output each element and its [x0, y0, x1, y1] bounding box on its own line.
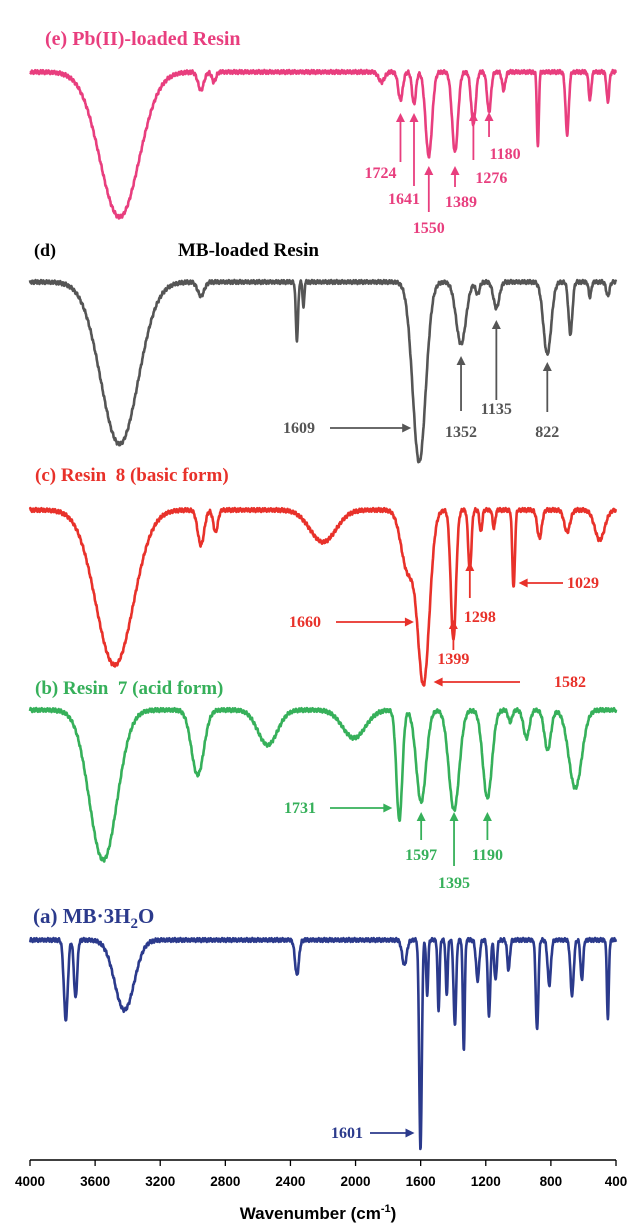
peak-label-b-1597: 1597 [405, 847, 437, 864]
peak-arrow-head-d-1352 [456, 356, 466, 365]
series-tag-d: (d) [34, 240, 56, 261]
series-label-a-dot: · [97, 904, 104, 928]
peak-label-e-1389: 1389 [445, 194, 477, 211]
peak-arrow-head-e-1641 [409, 113, 419, 122]
peak-arrow-head-d-822 [542, 362, 552, 371]
series-label-d: MB-loaded Resin [178, 240, 319, 261]
peak-arrow-head-b-1597 [416, 812, 426, 821]
peak-arrow-head-d-1135 [491, 320, 501, 329]
peak-arrow-head-c-1582 [433, 677, 443, 687]
x-tick-label: 2800 [210, 1174, 240, 1189]
peak-label-b-1395: 1395 [438, 875, 470, 892]
series-label-a: (a) MB·3H2O [33, 904, 154, 932]
series-label-a-o: O [138, 904, 154, 928]
peak-label-c-1399: 1399 [437, 651, 469, 668]
peak-arrow-head-c-1298 [465, 562, 475, 571]
x-tick-label: 800 [540, 1174, 563, 1189]
x-tick-label: 400 [605, 1174, 628, 1189]
series-label-a-h: 3H [104, 904, 131, 928]
peak-label-b-1190: 1190 [472, 847, 503, 864]
x-axis-label-sup: -1 [381, 1203, 391, 1215]
x-axis-label: Wavenumber (cm-1) [240, 1203, 397, 1223]
x-axis-label-close: ) [391, 1204, 397, 1223]
x-tick-label: 1200 [471, 1174, 501, 1189]
series-label-b: (b) Resin 7 (acid form) [35, 678, 223, 699]
spectrum-line-e [29, 68, 618, 220]
peak-label-e-1641: 1641 [388, 191, 420, 208]
peak-label-e-1180: 1180 [489, 146, 520, 163]
peak-arrow-head-b-1190 [482, 812, 492, 821]
peak-arrow-head-e-1389 [450, 166, 460, 175]
peak-label-e-1550: 1550 [413, 220, 445, 237]
peak-arrow-head-b-1395 [449, 812, 459, 821]
peak-label-b-1731: 1731 [284, 800, 316, 817]
spectrum-line-a [28, 936, 618, 1151]
peak-label-d-1352: 1352 [445, 424, 477, 441]
spectrum-line-b [28, 706, 618, 863]
peak-arrow-head-e-1180 [484, 112, 494, 121]
peak-arrow-head-a-1601 [405, 1128, 415, 1138]
x-tick-label: 4000 [15, 1174, 45, 1189]
peak-arrow-head-d-1609 [402, 423, 412, 433]
series-label-c: (c) Resin 8 (basic form) [35, 465, 229, 486]
spectra-group [28, 68, 618, 1151]
peak-arrow-head-c-1029 [518, 578, 528, 588]
spectrum-line-d [28, 278, 618, 464]
spectrum-line-c [28, 506, 618, 687]
peak-label-c-1660: 1660 [289, 614, 321, 631]
series-label-e: (e) Pb(II)-loaded Resin [45, 28, 241, 50]
peak-label-c-1582: 1582 [554, 674, 586, 691]
peak-arrow-head-b-1731 [383, 803, 393, 813]
x-tick-label: 3200 [145, 1174, 175, 1189]
series-label-a-sub: 2 [130, 916, 138, 932]
peak-label-a-1601: 1601 [331, 1125, 363, 1142]
x-ticks: 4000 3600 3200 2800 2400 2000 1600 1200 800 400 [15, 1160, 627, 1189]
peak-label-d-822: 822 [535, 424, 559, 441]
peak-arrow-head-c-1660 [404, 617, 414, 627]
peak-label-d-1609: 1609 [283, 420, 315, 437]
x-tick-label: 1600 [406, 1174, 436, 1189]
peak-label-d-1135: 1135 [481, 401, 512, 418]
x-tick-label: 2400 [275, 1174, 305, 1189]
peak-label-c-1029: 1029 [567, 575, 599, 592]
x-tick-label: 2000 [341, 1174, 371, 1189]
peak-label-e-1276: 1276 [475, 170, 507, 187]
peak-arrow-head-e-1550 [424, 166, 434, 175]
peak-arrow-head-e-1724 [395, 113, 405, 122]
series-label-a-mb: (a) MB [33, 904, 97, 928]
peak-label-c-1298: 1298 [464, 609, 496, 626]
x-axis-label-main: Wavenumber (cm [240, 1204, 381, 1223]
peak-arrow-head-e-1276 [468, 112, 478, 121]
peak-label-e-1724: 1724 [364, 165, 396, 182]
peak-arrow-head-c-1399 [448, 620, 458, 629]
x-tick-label: 3600 [80, 1174, 110, 1189]
